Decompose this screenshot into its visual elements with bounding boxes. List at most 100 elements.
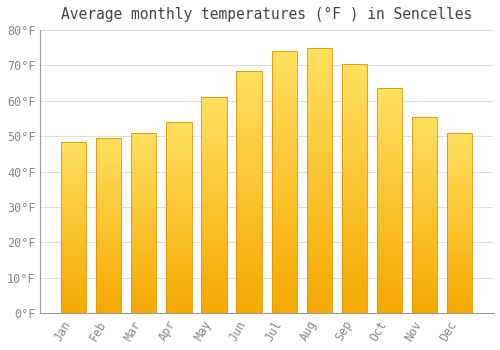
Bar — [96, 138, 122, 313]
Bar — [236, 284, 262, 287]
Bar — [236, 110, 262, 112]
Bar — [131, 147, 156, 149]
Bar — [166, 206, 192, 208]
Bar — [342, 166, 367, 168]
Bar — [131, 254, 156, 256]
Bar — [272, 135, 297, 138]
Bar — [202, 108, 226, 110]
Bar — [377, 259, 402, 261]
Bar — [131, 156, 156, 158]
Bar — [412, 188, 438, 189]
Bar — [61, 210, 86, 212]
Bar — [272, 51, 297, 54]
Bar — [306, 111, 332, 114]
Bar — [96, 182, 122, 183]
Bar — [272, 303, 297, 305]
Bar — [96, 157, 122, 159]
Bar — [342, 291, 367, 293]
Bar — [61, 169, 86, 171]
Bar — [377, 298, 402, 300]
Bar — [272, 51, 297, 313]
Bar — [377, 271, 402, 273]
Bar — [377, 196, 402, 198]
Bar — [202, 175, 226, 177]
Bar — [166, 149, 192, 151]
Bar — [306, 58, 332, 61]
Bar — [96, 301, 122, 303]
Bar — [342, 226, 367, 228]
Bar — [447, 306, 472, 308]
Bar — [61, 251, 86, 253]
Bar — [377, 268, 402, 271]
Bar — [202, 125, 226, 127]
Bar — [342, 161, 367, 163]
Bar — [447, 226, 472, 228]
Bar — [96, 185, 122, 187]
Bar — [377, 266, 402, 268]
Bar — [342, 298, 367, 301]
Bar — [342, 233, 367, 236]
Bar — [412, 278, 438, 280]
Bar — [166, 261, 192, 264]
Bar — [131, 226, 156, 228]
Bar — [306, 183, 332, 186]
Bar — [306, 186, 332, 188]
Bar — [131, 183, 156, 185]
Bar — [96, 287, 122, 289]
Bar — [447, 190, 472, 192]
Bar — [412, 282, 438, 284]
Bar — [166, 130, 192, 132]
Bar — [342, 218, 367, 221]
Bar — [342, 64, 367, 313]
Bar — [447, 212, 472, 214]
Bar — [412, 168, 438, 170]
Bar — [236, 231, 262, 233]
Bar — [377, 307, 402, 309]
Bar — [272, 300, 297, 303]
Bar — [236, 238, 262, 240]
Bar — [131, 293, 156, 295]
Bar — [96, 247, 122, 248]
Bar — [377, 280, 402, 282]
Bar — [377, 284, 402, 286]
Bar — [272, 57, 297, 59]
Bar — [131, 170, 156, 173]
Bar — [131, 265, 156, 266]
Bar — [236, 90, 262, 93]
Bar — [306, 228, 332, 231]
Bar — [447, 192, 472, 194]
Bar — [272, 258, 297, 261]
Bar — [202, 300, 226, 302]
Bar — [306, 127, 332, 130]
Bar — [131, 133, 156, 313]
Bar — [166, 147, 192, 149]
Bar — [96, 204, 122, 206]
Bar — [166, 168, 192, 170]
Bar — [412, 311, 438, 313]
Bar — [447, 277, 472, 279]
Bar — [412, 219, 438, 221]
Bar — [412, 227, 438, 229]
Bar — [131, 288, 156, 290]
Bar — [61, 183, 86, 184]
Bar — [61, 246, 86, 248]
Bar — [61, 209, 86, 210]
Bar — [412, 178, 438, 180]
Bar — [236, 253, 262, 255]
Bar — [96, 164, 122, 166]
Bar — [166, 254, 192, 256]
Bar — [447, 140, 472, 142]
Bar — [236, 170, 262, 173]
Bar — [61, 296, 86, 298]
Bar — [166, 137, 192, 139]
Bar — [131, 237, 156, 239]
Bar — [447, 301, 472, 302]
Bar — [61, 312, 86, 313]
Bar — [131, 239, 156, 241]
Bar — [272, 214, 297, 216]
Bar — [447, 241, 472, 243]
Bar — [131, 198, 156, 199]
Bar — [236, 289, 262, 291]
Bar — [342, 171, 367, 174]
Bar — [131, 304, 156, 306]
